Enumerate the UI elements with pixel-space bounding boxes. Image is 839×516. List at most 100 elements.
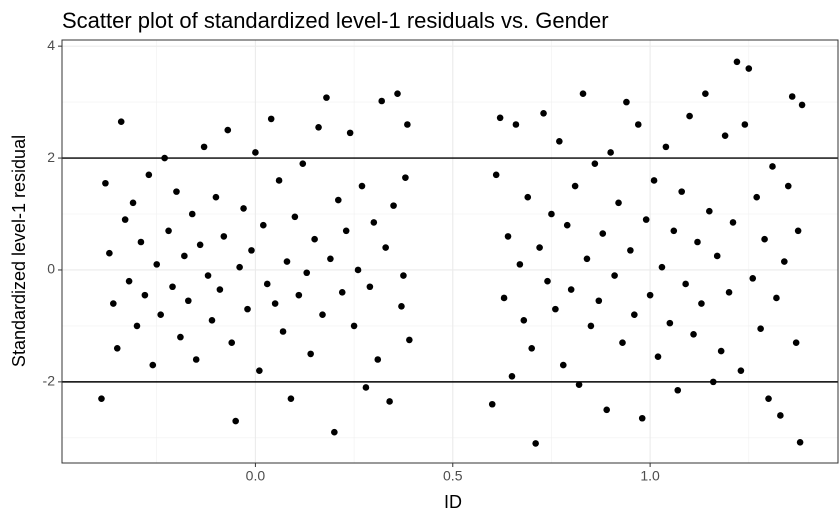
point (488, 400, 496, 408)
point (583, 255, 591, 263)
point (342, 227, 350, 235)
point (354, 266, 362, 274)
point (729, 219, 737, 226)
point (631, 311, 638, 319)
point (323, 94, 330, 101)
point (129, 199, 137, 207)
point (702, 90, 709, 98)
point (544, 277, 551, 285)
point (362, 384, 370, 391)
point (769, 163, 776, 170)
point (334, 196, 342, 204)
point (575, 381, 583, 388)
point (741, 121, 749, 128)
point (121, 216, 129, 223)
point (713, 252, 721, 260)
point (256, 367, 263, 374)
point (706, 207, 713, 215)
point (524, 193, 532, 201)
point (200, 143, 208, 151)
point (690, 331, 697, 338)
point (406, 336, 413, 344)
point (287, 395, 295, 402)
point (745, 65, 753, 72)
point (773, 294, 780, 302)
point (548, 210, 555, 218)
point (623, 98, 630, 106)
point (177, 333, 184, 341)
point (212, 193, 220, 201)
point (698, 300, 705, 307)
point (599, 230, 607, 237)
point (777, 412, 784, 419)
point (145, 171, 153, 179)
point (492, 171, 500, 179)
point (670, 227, 678, 235)
point (204, 272, 212, 279)
point (796, 438, 804, 446)
x-tick-label: 1.0 (640, 468, 660, 484)
point (165, 227, 172, 235)
y-axis-label: Standardized level-1 residual (9, 135, 29, 367)
point (141, 291, 149, 299)
point (331, 428, 338, 436)
y-tick-label: 0 (47, 261, 55, 277)
point (240, 205, 247, 212)
point (192, 356, 200, 363)
point (153, 261, 161, 268)
point (552, 305, 559, 313)
point (275, 177, 283, 184)
point (291, 213, 299, 221)
y-tick-label: 2 (47, 149, 55, 165)
point (678, 188, 685, 195)
point (208, 317, 216, 324)
point (279, 328, 287, 335)
point (137, 238, 145, 246)
point (591, 160, 599, 167)
point (307, 350, 314, 358)
point (611, 272, 618, 279)
point (662, 143, 670, 151)
point (173, 188, 180, 195)
point (224, 126, 232, 134)
point (607, 149, 614, 156)
x-tick-label: 0.5 (443, 468, 463, 484)
point (765, 395, 772, 402)
grid (62, 40, 838, 463)
point (394, 90, 401, 98)
point (390, 202, 397, 209)
point (666, 319, 674, 327)
point (169, 283, 176, 291)
point (721, 132, 729, 139)
point (311, 235, 318, 243)
point (733, 58, 741, 66)
panel-border (61, 39, 839, 464)
point (761, 235, 768, 243)
point (798, 101, 806, 109)
point (327, 255, 334, 263)
point (303, 269, 311, 277)
point (638, 414, 646, 422)
point (366, 283, 374, 291)
point (516, 261, 524, 268)
point (216, 286, 224, 293)
point (496, 114, 504, 122)
point (603, 406, 610, 414)
point (646, 291, 654, 299)
x-axis-label: ID (444, 492, 462, 512)
point (500, 294, 508, 302)
point (749, 275, 757, 282)
point (157, 311, 164, 319)
point (113, 344, 121, 352)
point (244, 305, 251, 313)
point (402, 174, 409, 181)
point (753, 193, 760, 201)
point (658, 263, 666, 271)
point (102, 179, 109, 187)
points (98, 58, 806, 447)
point (374, 356, 382, 363)
point (694, 238, 701, 246)
point (794, 227, 802, 235)
